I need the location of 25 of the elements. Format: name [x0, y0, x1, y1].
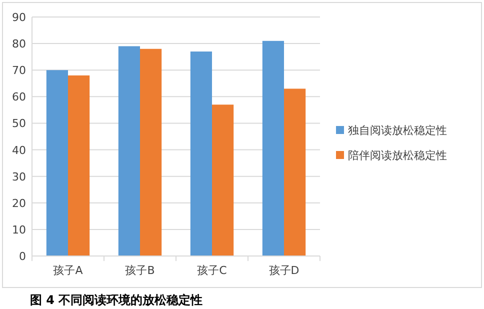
x-tick-label: 孩子D: [268, 264, 300, 277]
x-tick-label: 孩子B: [125, 264, 155, 277]
y-tick-label: 30: [12, 170, 26, 184]
x-tick-label: 孩子C: [197, 264, 228, 277]
bar: [190, 52, 212, 256]
y-tick-label: 20: [12, 196, 26, 210]
bar: [68, 75, 90, 256]
y-tick-label: 90: [12, 11, 26, 24]
bar: [284, 88, 306, 256]
y-tick-label: 40: [12, 144, 26, 157]
x-tick-label: 孩子A: [53, 264, 84, 277]
text: 图 4 不同阅读环境的放松稳定性: [30, 293, 203, 307]
bar: [118, 46, 140, 256]
legend-label: 独自阅读放松稳定性: [348, 124, 447, 137]
y-tick-label: 0: [19, 250, 26, 263]
bar: [262, 40, 284, 256]
y-tick-label: 10: [12, 223, 26, 236]
y-tick-label: 50: [12, 117, 26, 130]
bar: [46, 70, 68, 256]
bar: [212, 104, 234, 256]
bar: [140, 48, 162, 256]
y-tick-label: 70: [12, 64, 26, 78]
y-tick-label: 80: [12, 38, 26, 51]
y-tick-label: 60: [12, 90, 26, 104]
legend-label: 陪伴阅读放松稳定性: [348, 149, 447, 162]
